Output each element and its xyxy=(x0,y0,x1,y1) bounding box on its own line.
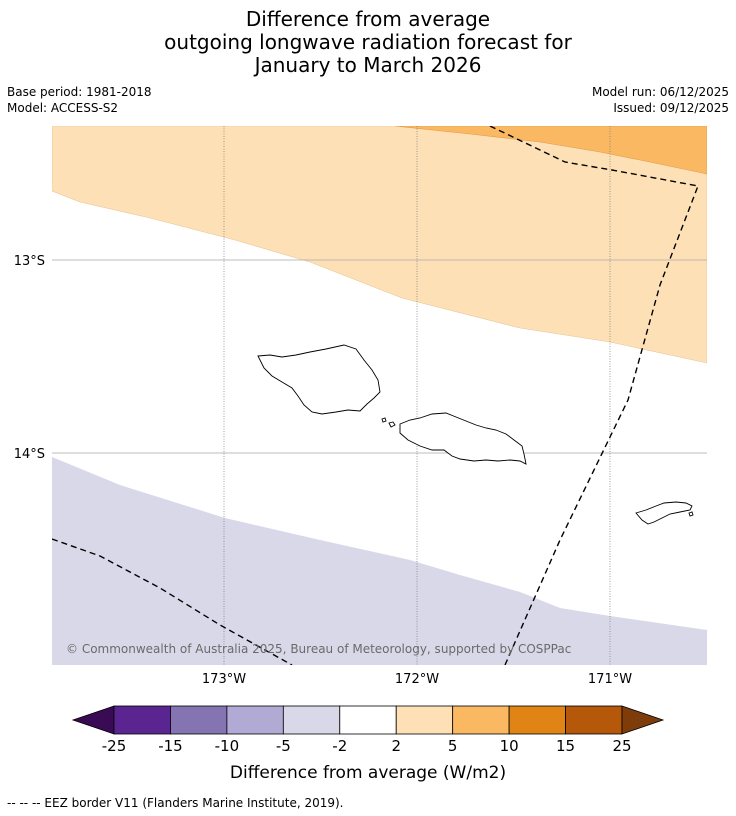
colorbar-swatch xyxy=(508,705,566,735)
meta-right: Model run: 06/12/2025 Issued: 09/12/2025 xyxy=(592,84,729,116)
lon-label-171w: 171°W xyxy=(588,672,632,687)
lon-label-173w: 173°W xyxy=(202,672,246,687)
colorbar-extend-low xyxy=(71,705,115,735)
colorbar-swatch xyxy=(170,705,228,735)
region-negative-5-2 xyxy=(52,457,707,665)
colorbar-tick-label: 25 xyxy=(612,737,631,755)
colorbar-extend-high xyxy=(621,705,665,735)
colorbar-tick-label: 10 xyxy=(500,737,519,755)
colorbar-tick-label: -15 xyxy=(158,737,183,755)
colorbar-swatch xyxy=(339,705,397,735)
island-tutuila xyxy=(635,501,693,525)
graticule xyxy=(52,126,707,665)
colorbar-label: Difference from average (W/m2) xyxy=(230,763,506,783)
island-upolu xyxy=(399,412,527,465)
colorbar-tick-label: -10 xyxy=(215,737,240,755)
eez-border-line xyxy=(52,538,293,665)
eez-footnote: -- -- -- EEZ border V11 (Flanders Marine… xyxy=(7,796,344,810)
colorbar-tick-label: -25 xyxy=(102,737,127,755)
copyright-note: © Commonwealth of Australia 2025, Bureau… xyxy=(66,642,571,656)
lat-label-14s: 14°S xyxy=(14,447,45,462)
colorbar-swatch xyxy=(226,705,284,735)
eez-border-line xyxy=(489,126,699,665)
region-positive-5-10 xyxy=(394,126,707,175)
meta-left: Base period: 1981-2018 Model: ACCESS-S2 xyxy=(7,84,152,116)
island-manono xyxy=(388,421,396,428)
colorbar-ticks: -25 -15 -10 -5 -2 2 5 10 15 25 xyxy=(102,737,632,755)
island-aunuu xyxy=(688,511,694,517)
colorbar-swatches xyxy=(113,705,623,735)
region-positive-2-5 xyxy=(52,126,707,364)
lat-label-13s: 13°S xyxy=(14,254,45,269)
title-line-1: Difference from average xyxy=(245,7,491,31)
colorbar-tick-label: -2 xyxy=(332,737,347,755)
colorbar-swatch xyxy=(395,705,454,735)
base-period: Base period: 1981-2018 xyxy=(7,85,152,99)
issued-date: Issued: 09/12/2025 xyxy=(613,101,729,115)
colorbar-swatch xyxy=(282,705,341,735)
colorbar-tick-label: 15 xyxy=(556,737,575,755)
colorbar-tick-label: -5 xyxy=(276,737,291,755)
model-name: Model: ACCESS-S2 xyxy=(7,101,119,115)
model-run: Model run: 06/12/2025 xyxy=(591,85,729,99)
colorbar-swatch xyxy=(113,705,171,735)
title-line-3: January to March 2026 xyxy=(254,53,482,77)
colorbar: -25 -15 -10 -5 -2 2 5 10 15 25 Difference from av… xyxy=(71,705,665,783)
colorbar-swatch xyxy=(565,705,623,735)
colorbar-tick-label: 5 xyxy=(448,737,458,755)
lon-label-172w: 172°W xyxy=(395,672,439,687)
colorbar-tick-label: 2 xyxy=(391,737,401,755)
chart-title: Difference from average outgoing longwav… xyxy=(0,8,736,77)
island-savaii xyxy=(257,344,381,415)
map-panel: © Commonwealth of Australia 2025, Bureau… xyxy=(52,126,707,665)
island-apolima xyxy=(381,417,387,423)
colorbar-swatch xyxy=(452,705,510,735)
title-line-2: outgoing longwave radiation forecast for xyxy=(164,30,572,54)
